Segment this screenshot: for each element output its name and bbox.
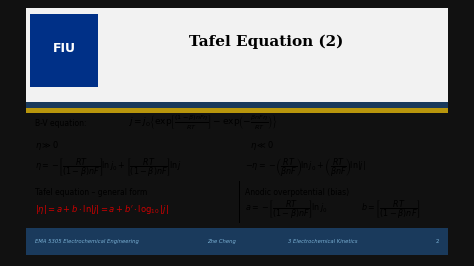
Text: $\eta = -\!\left[\dfrac{RT}{(1-\beta)nF}\right]\!\ln j_0 + \left[\dfrac{RT}{(1-\: $\eta = -\!\left[\dfrac{RT}{(1-\beta)nF}… xyxy=(35,156,182,179)
Text: $j = j_0\left\{\exp\!\left[\frac{(1-\beta)nF\eta}{RT}\right] - \exp\!\left(-\fra: $j = j_0\left\{\exp\!\left[\frac{(1-\bet… xyxy=(128,114,278,132)
Text: $\eta \gg 0$: $\eta \gg 0$ xyxy=(35,139,58,152)
Text: EMA 5305 Electrochemical Engineering: EMA 5305 Electrochemical Engineering xyxy=(35,239,138,244)
Bar xyxy=(26,228,448,255)
Bar xyxy=(30,14,98,87)
Bar xyxy=(26,8,448,102)
Text: 3 Electrochemical Kinetics: 3 Electrochemical Kinetics xyxy=(288,239,357,244)
Text: FIU: FIU xyxy=(53,42,75,55)
Text: $b = \left[\dfrac{RT}{(1-\beta)nF}\right]$: $b = \left[\dfrac{RT}{(1-\beta)nF}\right… xyxy=(362,198,421,221)
Text: 2: 2 xyxy=(436,239,439,244)
Text: Tafel equation – general form: Tafel equation – general form xyxy=(35,188,147,197)
Text: Anodic overpotential (bias): Anodic overpotential (bias) xyxy=(246,188,349,197)
Text: $\eta \ll 0$: $\eta \ll 0$ xyxy=(250,139,273,152)
Bar xyxy=(26,102,448,108)
Bar xyxy=(26,108,448,113)
Text: $-\eta = -\!\left(\dfrac{RT}{\beta nF}\right)\!\ln j_0 + \left(\dfrac{RT}{\beta : $-\eta = -\!\left(\dfrac{RT}{\beta nF}\r… xyxy=(246,156,366,179)
Text: Tafel Equation (2): Tafel Equation (2) xyxy=(189,34,344,49)
Text: $|\eta| = a + b \cdot \ln|j| = a + b^{\prime} \cdot \log_{10}|j|$: $|\eta| = a + b \cdot \ln|j| = a + b^{\p… xyxy=(35,203,168,216)
Text: $a = -\!\left[\dfrac{RT}{(1-\beta)nF}\right]\!\ln j_0$: $a = -\!\left[\dfrac{RT}{(1-\beta)nF}\ri… xyxy=(246,198,328,221)
Text: B-V equation:: B-V equation: xyxy=(35,119,86,127)
Text: Zhe Cheng: Zhe Cheng xyxy=(208,239,237,244)
